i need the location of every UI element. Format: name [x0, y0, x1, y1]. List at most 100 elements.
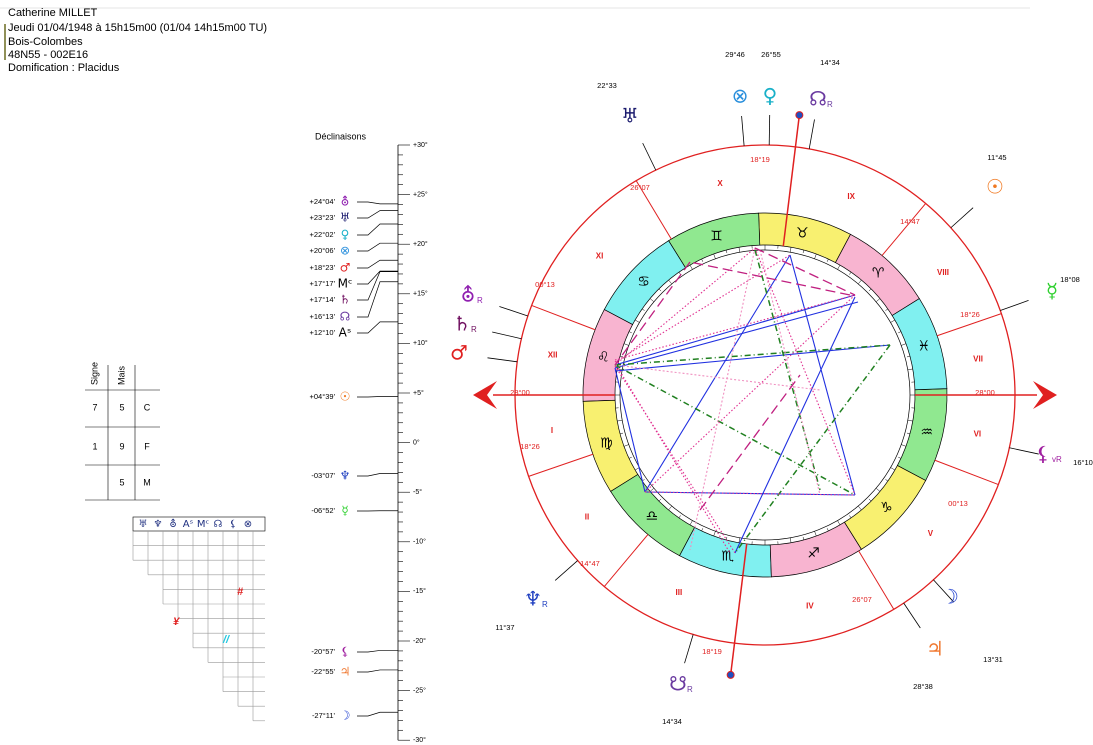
- retrograde-mark: R: [471, 325, 477, 334]
- declination-glyph: ♆: [340, 469, 351, 483]
- cusp-degree: 18°19: [702, 647, 722, 656]
- sign-glyph: ♒: [920, 424, 933, 440]
- declination-scale-label: +30°: [413, 141, 428, 149]
- degree-tick: [837, 264, 841, 270]
- house-number: I: [551, 426, 553, 435]
- declination-value: -27°11': [312, 711, 336, 720]
- degree-tick: [738, 537, 741, 543]
- planet-leader: [933, 579, 954, 603]
- birth-place: Bois-Colombes: [8, 36, 83, 48]
- declination-glyph: ☊: [340, 310, 351, 324]
- house-number: VI: [974, 429, 982, 438]
- sign-glyph: ♊: [710, 228, 723, 244]
- degree-tick: [906, 355, 910, 358]
- degree-tick: [901, 444, 907, 447]
- declination-value: -06°52': [311, 506, 335, 515]
- degree-tick: [689, 264, 693, 270]
- declination-scale-label: -25°: [413, 686, 426, 694]
- degree-tick: [620, 432, 624, 435]
- degree-tick: [802, 250, 805, 254]
- planet-leader: [499, 306, 528, 317]
- planet-leader: [741, 115, 745, 146]
- sign-glyph: ♐: [807, 546, 820, 562]
- declination-value: -03°07': [311, 471, 335, 480]
- person-name: Catherine MILLET: [8, 7, 98, 19]
- declination-glyph: ⚸: [341, 645, 350, 659]
- axis-dot: [726, 670, 735, 679]
- cusp-degree: 14°47: [580, 559, 600, 568]
- planet-glyph: ♅: [621, 104, 639, 128]
- planet-glyph: ☿: [1046, 279, 1058, 303]
- degree-tick: [634, 319, 640, 323]
- axis-line: [782, 115, 801, 247]
- planet-glyph: ☋: [669, 672, 687, 696]
- planet-glyph: ♄: [453, 312, 471, 336]
- aspect-lines: [614, 247, 891, 554]
- retrograde-mark: R: [827, 100, 833, 109]
- planet-leader: [808, 119, 815, 150]
- sign-glyph: ♏: [721, 549, 734, 565]
- planet-degree: 16°10: [1073, 458, 1093, 467]
- declination-leader: [357, 281, 398, 318]
- declination-value: +23°23': [310, 213, 336, 222]
- declination-leader: [357, 210, 398, 219]
- declination-leader: [357, 242, 398, 252]
- degree-tick: [649, 488, 655, 492]
- retrograde-mark: R: [687, 685, 693, 694]
- cusp-degree: 00°13: [535, 280, 555, 289]
- degree-tick: [789, 247, 792, 253]
- degree-tick: [725, 536, 728, 540]
- degree-tick: [713, 253, 716, 259]
- declination-scale-label: +15°: [413, 290, 428, 298]
- degree-tick: [858, 279, 862, 285]
- grid-header-box: [132, 516, 266, 532]
- degree-tick: [701, 258, 704, 262]
- sign-glyph: ♍: [600, 436, 613, 452]
- sign-glyph: ♑: [880, 500, 893, 516]
- house-number: IX: [847, 192, 855, 201]
- degree-tick: [814, 531, 817, 537]
- axis-dot: [795, 111, 804, 120]
- table-cell: 5: [119, 477, 124, 487]
- degree-tick: [658, 288, 662, 292]
- declination-scale-label: -5°: [413, 488, 422, 496]
- inner-circle: [619, 249, 911, 541]
- degree-tick: [678, 515, 681, 519]
- grid-header: Mᶜ: [197, 519, 210, 530]
- declination-glyph: Aˢ: [339, 326, 352, 340]
- planet-leader: [1009, 447, 1039, 455]
- planet-leader: [768, 115, 771, 146]
- degree-tick: [849, 271, 852, 275]
- planet-leader: [642, 142, 657, 171]
- planet-degree: 13°31: [983, 655, 1003, 664]
- table-cell: 7: [92, 402, 97, 412]
- declination-glyph: ⊗: [340, 244, 350, 258]
- declination-scale-label: 0°: [413, 438, 420, 446]
- cusp-degree: 26°07: [852, 595, 872, 604]
- degree-tick: [725, 250, 728, 254]
- planet-glyph: ☊: [809, 87, 827, 111]
- table-header: Mais: [116, 365, 126, 385]
- degree-tick: [649, 298, 655, 302]
- declination-value: +17°14': [310, 295, 336, 304]
- degree-tick: [620, 355, 624, 358]
- planet-leader: [487, 357, 518, 363]
- planet-degree: 28°38: [913, 682, 933, 691]
- cusp-degree: 00°13: [948, 499, 968, 508]
- declination-scale-label: +5°: [413, 389, 424, 397]
- house-cusp: [858, 550, 895, 610]
- cusp-degree: 28°00: [975, 388, 995, 397]
- declination-glyph: ☿: [341, 504, 348, 518]
- declination-leader: [357, 271, 398, 301]
- degree-tick: [701, 528, 704, 532]
- cusp-degree: 14°47: [900, 217, 920, 226]
- degree-tick: [898, 331, 902, 334]
- house-cusp: [531, 304, 596, 331]
- retrograde-mark: R: [542, 600, 548, 609]
- declination-leader: [357, 473, 398, 477]
- aspect-mark: #: [237, 586, 244, 598]
- retrograde-mark: R: [477, 296, 483, 305]
- degree-tick: [849, 515, 852, 519]
- table-cell: F: [144, 441, 150, 451]
- planet-leader: [684, 634, 694, 664]
